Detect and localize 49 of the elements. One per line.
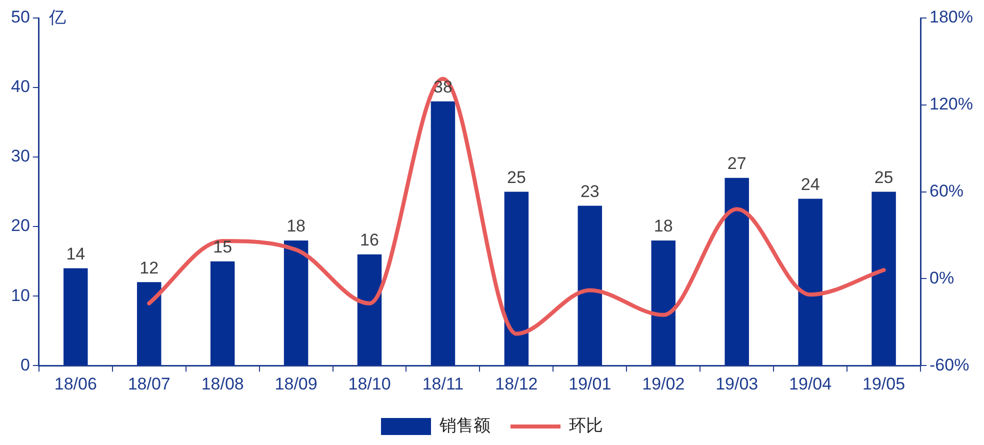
x-tick-label: 19/02 — [642, 374, 685, 394]
bar — [136, 282, 162, 366]
y2-tick-label: 180% — [930, 8, 974, 27]
data-label: 23 — [580, 182, 600, 201]
x-tick-label: 18/06 — [54, 374, 97, 394]
y2-tick-label: 120% — [930, 94, 974, 114]
x-tick-label: 18/11 — [422, 374, 464, 394]
y2-tick-label: 60% — [930, 181, 964, 200]
x-tick-label: 19/03 — [716, 374, 758, 394]
y-tick-label: 20 — [10, 216, 30, 236]
data-label: 18 — [654, 216, 673, 236]
x-tick-label: 19/04 — [789, 374, 832, 394]
data-label: 25 — [506, 168, 526, 187]
x-tick-label: 18/10 — [348, 374, 391, 394]
bar — [284, 240, 308, 366]
bar — [578, 206, 602, 366]
x-tick-label: 19/05 — [862, 374, 906, 394]
data-label: 25 — [874, 168, 894, 187]
y-tick-label: 10 — [10, 286, 30, 305]
data-label: 15 — [213, 238, 232, 257]
x-tick-label: 18/07 — [128, 374, 170, 394]
data-label: 24 — [800, 174, 820, 194]
bar — [210, 261, 235, 366]
legend-label: 环比 — [569, 416, 603, 436]
data-label: 27 — [727, 154, 746, 174]
y-tick-label: 50 — [10, 8, 30, 27]
bar — [357, 254, 382, 366]
data-label: 16 — [360, 230, 379, 250]
bar — [430, 101, 456, 366]
legend-label: 销售额 — [438, 416, 490, 436]
bar — [798, 198, 822, 366]
y-axis-title: 亿 — [48, 8, 66, 28]
y2-tick-label: 0% — [930, 268, 954, 288]
bar — [651, 240, 676, 366]
data-label: 12 — [140, 258, 159, 278]
x-tick-label: 18/09 — [274, 374, 318, 394]
y2-tick-label: -60% — [930, 355, 970, 374]
y-tick-label: 30 — [10, 146, 30, 166]
bar — [504, 192, 529, 366]
x-tick-label: 19/01 — [568, 374, 612, 394]
y-tick-label: 0 — [20, 355, 30, 374]
data-label: 14 — [66, 244, 86, 264]
y-tick-label: 40 — [10, 77, 30, 96]
x-tick-label: 18/08 — [201, 374, 244, 394]
bar — [724, 178, 749, 366]
bar — [64, 268, 88, 366]
x-tick-label: 18/12 — [495, 374, 538, 394]
data-label: 18 — [286, 216, 306, 236]
bar — [872, 192, 896, 366]
